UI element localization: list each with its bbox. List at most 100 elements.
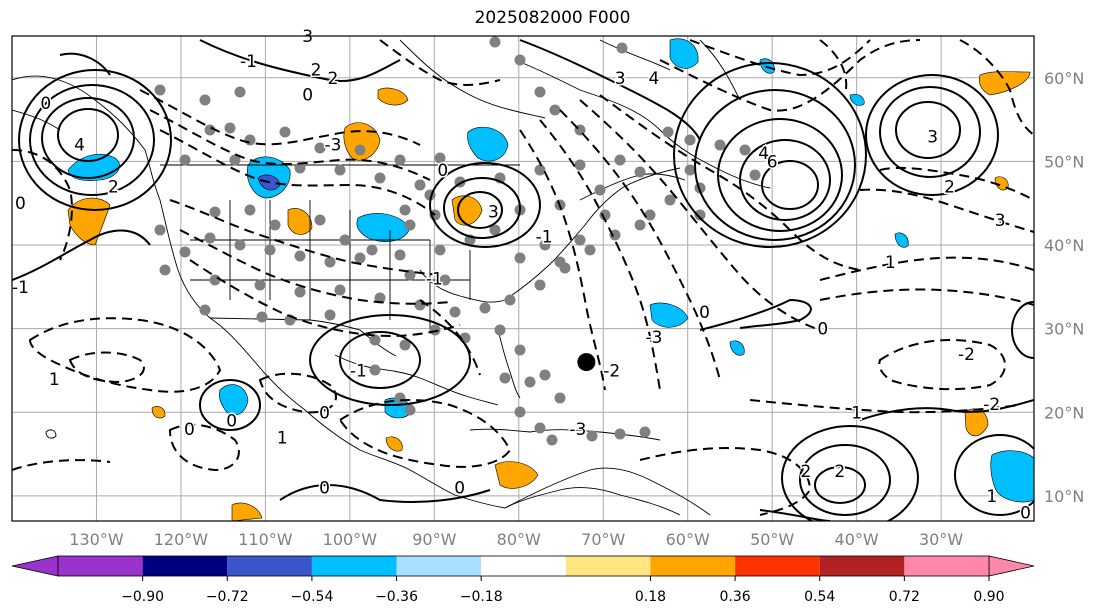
observation-dot	[614, 154, 626, 166]
blue-patch	[669, 38, 699, 69]
contour-label: -1	[426, 270, 443, 290]
observation-dot	[229, 154, 241, 166]
latitude-label: 40°N	[1044, 236, 1084, 255]
contour-label: 0	[319, 403, 330, 423]
contour-solid	[309, 314, 471, 406]
contour-label: 4	[74, 136, 85, 156]
contour-dashed	[579, 99, 821, 331]
blue-patch	[894, 232, 909, 248]
observation-dot	[209, 274, 221, 286]
observation-dot	[244, 134, 256, 146]
contour-solid	[954, 434, 1034, 516]
contour-dashed	[878, 339, 1006, 391]
colorbar-tick-label: 0.18	[635, 589, 666, 605]
blue-patch	[990, 450, 1034, 503]
colorbar-segment	[565, 556, 651, 576]
observation-dot	[224, 122, 236, 134]
contour-label: 2	[834, 462, 845, 482]
observation-dot	[514, 252, 526, 264]
observation-dot	[399, 204, 411, 216]
observation-dot	[554, 392, 566, 404]
contour-solid	[865, 74, 999, 196]
observation-dot	[256, 311, 268, 323]
observation-dot	[154, 224, 166, 236]
observation-dot	[739, 144, 751, 156]
observation-dot	[549, 104, 561, 116]
observation-dot	[204, 124, 216, 136]
contour-dashed	[379, 39, 501, 86]
contour-solid	[199, 379, 261, 431]
observation-dot	[404, 404, 416, 416]
contour-solid	[717, 118, 843, 232]
observation-dot	[429, 324, 441, 336]
contour-solid	[41, 97, 135, 179]
observation-dot	[369, 364, 381, 376]
contour-lines	[12, 39, 1034, 521]
observation-dot	[539, 239, 551, 251]
contour-label: 2	[311, 60, 322, 80]
colorbar-tick-label: −0.72	[206, 589, 249, 605]
contour-label: 0	[319, 479, 330, 499]
contour-label: 0	[454, 479, 465, 499]
observation-dot	[714, 139, 726, 151]
longitude-label: 40°W	[835, 530, 879, 549]
contour-dashed	[139, 89, 421, 146]
contour-dashed	[819, 288, 1034, 306]
longitude-labels: 130°W 120°W 110°W 100°W 90°W 80°W 70°W 60°W 50°W…	[69, 530, 963, 549]
contour-label: 0	[699, 303, 710, 323]
observation-dot	[644, 209, 656, 221]
contour-label: 4	[649, 69, 660, 89]
observation-dot	[354, 252, 366, 264]
observation-dot	[204, 232, 216, 244]
longitude-label: 110°W	[238, 530, 293, 549]
contour-solid	[18, 69, 172, 211]
observation-dot	[534, 86, 546, 98]
contour-solid	[781, 425, 919, 521]
observation-dot	[594, 184, 606, 196]
contour-solid	[673, 62, 867, 248]
contour-label: 0	[1020, 504, 1031, 524]
longitude-label: 50°W	[750, 530, 794, 549]
map-frame	[11, 35, 1035, 522]
observation-dot	[404, 219, 416, 231]
contour-lines-negative	[12, 39, 1034, 516]
colorbar-tick-label: −0.18	[460, 589, 503, 605]
latitude-label: 50°N	[1044, 152, 1084, 171]
colorbar-tick-label: 0.72	[889, 589, 920, 605]
blue-patch	[467, 126, 509, 162]
observation-dot	[494, 324, 506, 336]
contour-dashed	[12, 149, 73, 261]
longitude-label: 80°W	[497, 530, 541, 549]
longitude-label: 90°W	[412, 530, 456, 549]
colorbar-tick-label: −0.90	[121, 589, 164, 605]
observation-dot	[514, 406, 526, 418]
observation-dot	[394, 392, 406, 404]
contour-solid	[694, 89, 856, 241]
observation-dot	[634, 166, 646, 178]
observation-dot	[154, 84, 166, 96]
observation-dot	[354, 144, 366, 156]
observation-dot	[586, 430, 598, 442]
contour-label: -1	[240, 52, 257, 72]
colorbar-segment	[650, 556, 736, 576]
observation-dot	[294, 286, 306, 298]
contour-dashed	[168, 423, 240, 472]
latitude-labels: 60°N 50°N 40°N 30°N 20°N 10°N	[1044, 69, 1084, 506]
observation-points	[154, 36, 761, 446]
observation-dot	[294, 250, 306, 262]
observation-dot	[514, 344, 526, 356]
observation-dot	[534, 422, 546, 434]
observation-dot	[199, 94, 211, 106]
contour-solid	[814, 466, 866, 504]
observation-dot	[534, 164, 546, 176]
observation-dot	[324, 256, 336, 268]
contour-label: -3	[569, 420, 586, 440]
observation-dot	[269, 219, 281, 231]
observation-dot	[634, 219, 646, 231]
contour-dashed	[519, 129, 606, 391]
contour-dashed	[159, 129, 436, 216]
colorbar-tick-label: 0.36	[720, 589, 751, 605]
observation-dot	[546, 434, 558, 446]
